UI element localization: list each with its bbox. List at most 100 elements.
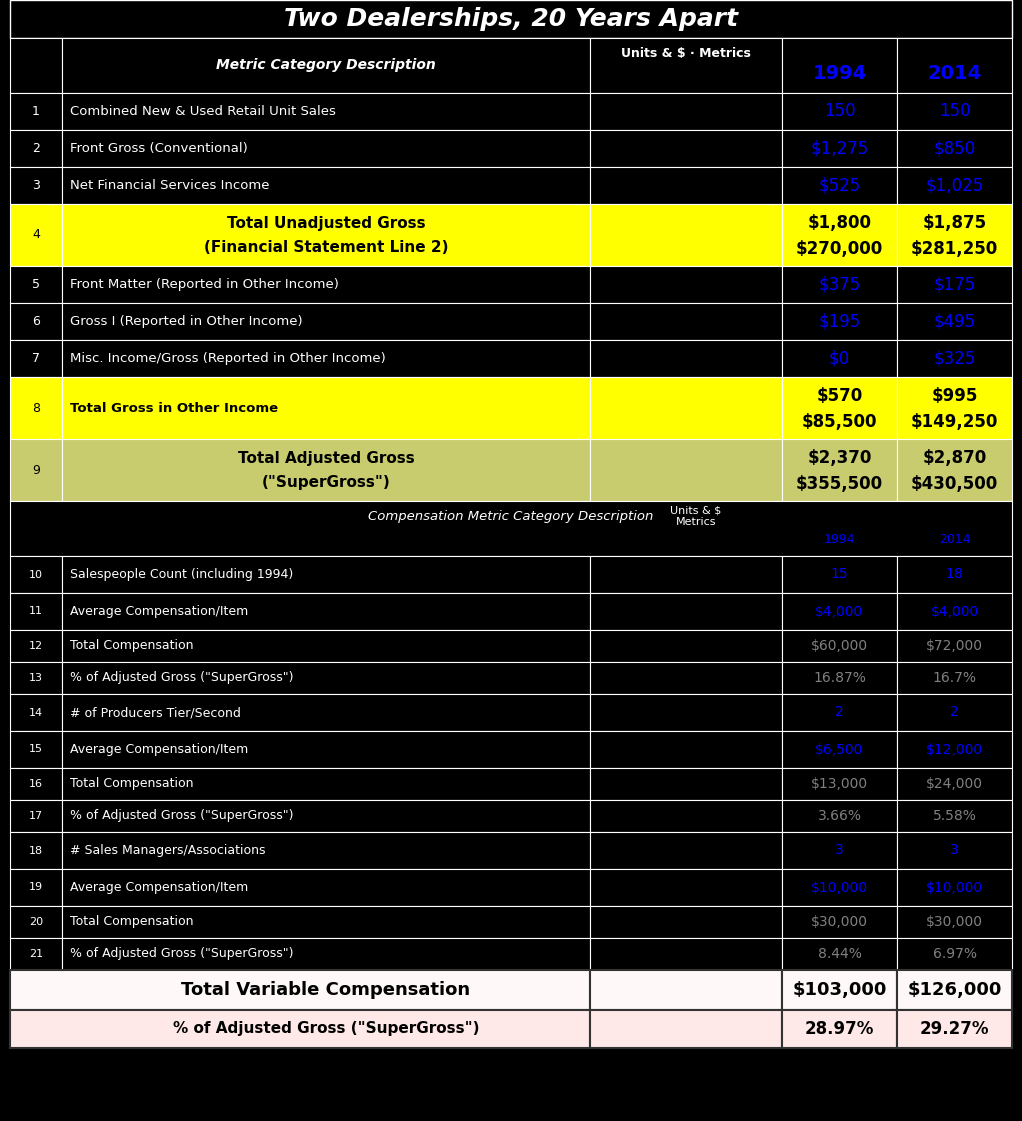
Text: $1,875: $1,875 xyxy=(923,214,986,232)
Text: Total Gross in Other Income: Total Gross in Other Income xyxy=(69,401,278,415)
Bar xyxy=(897,663,1012,694)
Bar xyxy=(590,1010,782,1048)
Bar xyxy=(62,303,590,340)
Bar xyxy=(62,130,590,167)
Text: Front Matter (Reported in Other Income): Front Matter (Reported in Other Income) xyxy=(69,278,339,291)
Text: % of Adjusted Gross ("SuperGross"): % of Adjusted Gross ("SuperGross") xyxy=(173,1021,479,1037)
Bar xyxy=(10,800,62,832)
Text: 28.97%: 28.97% xyxy=(804,1020,874,1038)
Bar xyxy=(590,593,782,630)
Text: 3: 3 xyxy=(835,843,844,858)
Bar xyxy=(897,906,1012,938)
Text: 13: 13 xyxy=(29,673,43,683)
Text: $30,000: $30,000 xyxy=(926,915,983,929)
Text: 11: 11 xyxy=(29,606,43,617)
Bar xyxy=(10,340,62,377)
Bar xyxy=(897,556,1012,593)
Bar xyxy=(897,377,1012,439)
Bar xyxy=(62,768,590,800)
Bar xyxy=(590,630,782,663)
Bar xyxy=(62,593,590,630)
Bar xyxy=(62,556,590,593)
Text: $10,000: $10,000 xyxy=(810,880,868,895)
Bar xyxy=(782,377,897,439)
Text: $85,500: $85,500 xyxy=(801,413,877,430)
Bar xyxy=(782,556,897,593)
Text: Average Compensation/Item: Average Compensation/Item xyxy=(69,605,248,618)
Text: $270,000: $270,000 xyxy=(796,240,883,258)
Bar xyxy=(10,970,590,1010)
Bar xyxy=(897,938,1012,970)
Bar xyxy=(897,800,1012,832)
Bar xyxy=(782,204,897,266)
Bar xyxy=(897,832,1012,869)
Text: Two Dealerships, 20 Years Apart: Two Dealerships, 20 Years Apart xyxy=(284,7,738,31)
Bar xyxy=(10,38,62,93)
Bar xyxy=(782,768,897,800)
Bar xyxy=(10,556,62,593)
Text: $2,370: $2,370 xyxy=(807,448,872,466)
Text: 6.97%: 6.97% xyxy=(932,947,976,961)
Text: Compensation Metric Category Description: Compensation Metric Category Description xyxy=(368,510,654,522)
Text: $10,000: $10,000 xyxy=(926,880,983,895)
Bar xyxy=(62,340,590,377)
Bar xyxy=(897,869,1012,906)
Bar xyxy=(590,130,782,167)
Text: 21: 21 xyxy=(29,949,43,958)
Bar xyxy=(897,303,1012,340)
Text: ("SuperGross"): ("SuperGross") xyxy=(262,475,390,490)
Text: Total Variable Compensation: Total Variable Compensation xyxy=(182,981,470,999)
Bar xyxy=(10,1010,590,1048)
Bar xyxy=(590,970,782,1010)
Bar xyxy=(782,970,897,1010)
Text: $1,025: $1,025 xyxy=(925,176,983,195)
Bar xyxy=(10,266,62,303)
Bar xyxy=(62,266,590,303)
Text: 3: 3 xyxy=(950,843,959,858)
Bar xyxy=(10,501,1012,556)
Bar xyxy=(62,832,590,869)
Bar xyxy=(897,439,1012,501)
Bar xyxy=(590,731,782,768)
Text: 16: 16 xyxy=(29,779,43,789)
Bar xyxy=(782,38,897,93)
Text: 16.87%: 16.87% xyxy=(814,671,866,685)
Bar xyxy=(10,906,62,938)
Text: 2: 2 xyxy=(950,705,959,720)
Bar xyxy=(782,1010,897,1048)
Bar xyxy=(590,38,782,93)
Text: # of Producers Tier/Second: # of Producers Tier/Second xyxy=(69,706,241,719)
Bar xyxy=(10,0,1012,38)
Text: Combined New & Used Retail Unit Sales: Combined New & Used Retail Unit Sales xyxy=(69,105,336,118)
Text: Average Compensation/Item: Average Compensation/Item xyxy=(69,743,248,756)
Text: $72,000: $72,000 xyxy=(926,639,983,654)
Text: $13,000: $13,000 xyxy=(810,777,868,791)
Bar xyxy=(782,832,897,869)
Bar xyxy=(897,204,1012,266)
Text: 2: 2 xyxy=(32,142,40,155)
Bar xyxy=(62,938,590,970)
Bar xyxy=(10,377,62,439)
Text: 3: 3 xyxy=(32,179,40,192)
Bar xyxy=(782,93,897,130)
Bar xyxy=(10,439,62,501)
Bar xyxy=(897,167,1012,204)
Text: # Sales Managers/Associations: # Sales Managers/Associations xyxy=(69,844,266,856)
Bar xyxy=(590,377,782,439)
Bar xyxy=(897,593,1012,630)
Text: $430,500: $430,500 xyxy=(911,474,998,492)
Text: Total Compensation: Total Compensation xyxy=(69,916,193,928)
Bar xyxy=(10,303,62,340)
Bar xyxy=(590,167,782,204)
Bar xyxy=(590,266,782,303)
Text: 15: 15 xyxy=(29,744,43,754)
Text: Misc. Income/Gross (Reported in Other Income): Misc. Income/Gross (Reported in Other In… xyxy=(69,352,385,365)
Text: $175: $175 xyxy=(933,276,976,294)
Bar xyxy=(782,906,897,938)
Text: $60,000: $60,000 xyxy=(810,639,868,654)
Bar xyxy=(782,303,897,340)
Text: Average Compensation/Item: Average Compensation/Item xyxy=(69,881,248,895)
Text: % of Adjusted Gross ("SuperGross"): % of Adjusted Gross ("SuperGross") xyxy=(69,947,293,961)
Bar xyxy=(62,869,590,906)
Text: 150: 150 xyxy=(938,102,970,120)
